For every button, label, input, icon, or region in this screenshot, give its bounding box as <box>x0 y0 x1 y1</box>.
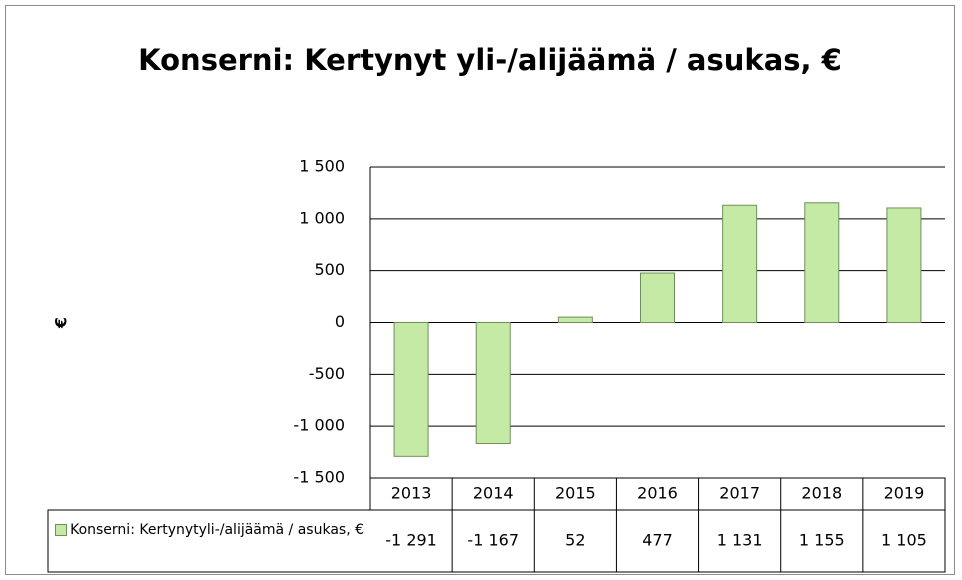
bar <box>886 207 922 323</box>
x-tick-label: 2018 <box>801 484 842 503</box>
legend-label: Konserni: Kertynytyli-/alijäämä / asukas… <box>52 520 364 540</box>
y-axis-label: € <box>52 317 71 329</box>
legend-key <box>55 524 68 536</box>
data-label: 52 <box>565 531 585 550</box>
x-tick-label: 2015 <box>555 484 596 503</box>
y-tick-label: 1 000 <box>299 208 345 227</box>
data-label: 1 131 <box>717 531 763 550</box>
y-tick-label: 0 <box>335 312 345 331</box>
bar <box>804 202 840 323</box>
data-label: -1 167 <box>467 531 519 550</box>
x-tick-label: 2019 <box>884 484 925 503</box>
data-label: 1 105 <box>881 531 927 550</box>
bar <box>640 272 675 323</box>
chart-frame <box>5 5 955 575</box>
y-tick-label: -1 500 <box>293 468 345 487</box>
x-tick-label: 2017 <box>719 484 760 503</box>
x-tick-label: 2016 <box>637 484 678 503</box>
y-tick-label: -500 <box>309 364 345 383</box>
x-tick-label: 2013 <box>391 484 432 503</box>
data-label: 477 <box>642 531 673 550</box>
bar <box>393 322 429 457</box>
bar <box>475 322 511 444</box>
data-label: -1 291 <box>385 531 437 550</box>
chart-title: Konserni: Kertynyt yli-/alijäämä / asuka… <box>138 43 842 77</box>
legend-entry: Konserni: Kertynytyli-/alijäämä / asukas… <box>52 520 364 540</box>
bar <box>722 204 758 324</box>
y-tick-label: 500 <box>314 260 345 279</box>
legend-text: Konserni: Kertynytyli-/alijäämä / asukas… <box>70 522 364 538</box>
y-tick-label: 1 500 <box>299 157 345 176</box>
data-label: 1 155 <box>799 531 845 550</box>
x-tick-label: 2014 <box>473 484 514 503</box>
bar <box>557 316 593 324</box>
table-border <box>47 509 946 573</box>
y-tick-label: -1 000 <box>293 416 345 435</box>
